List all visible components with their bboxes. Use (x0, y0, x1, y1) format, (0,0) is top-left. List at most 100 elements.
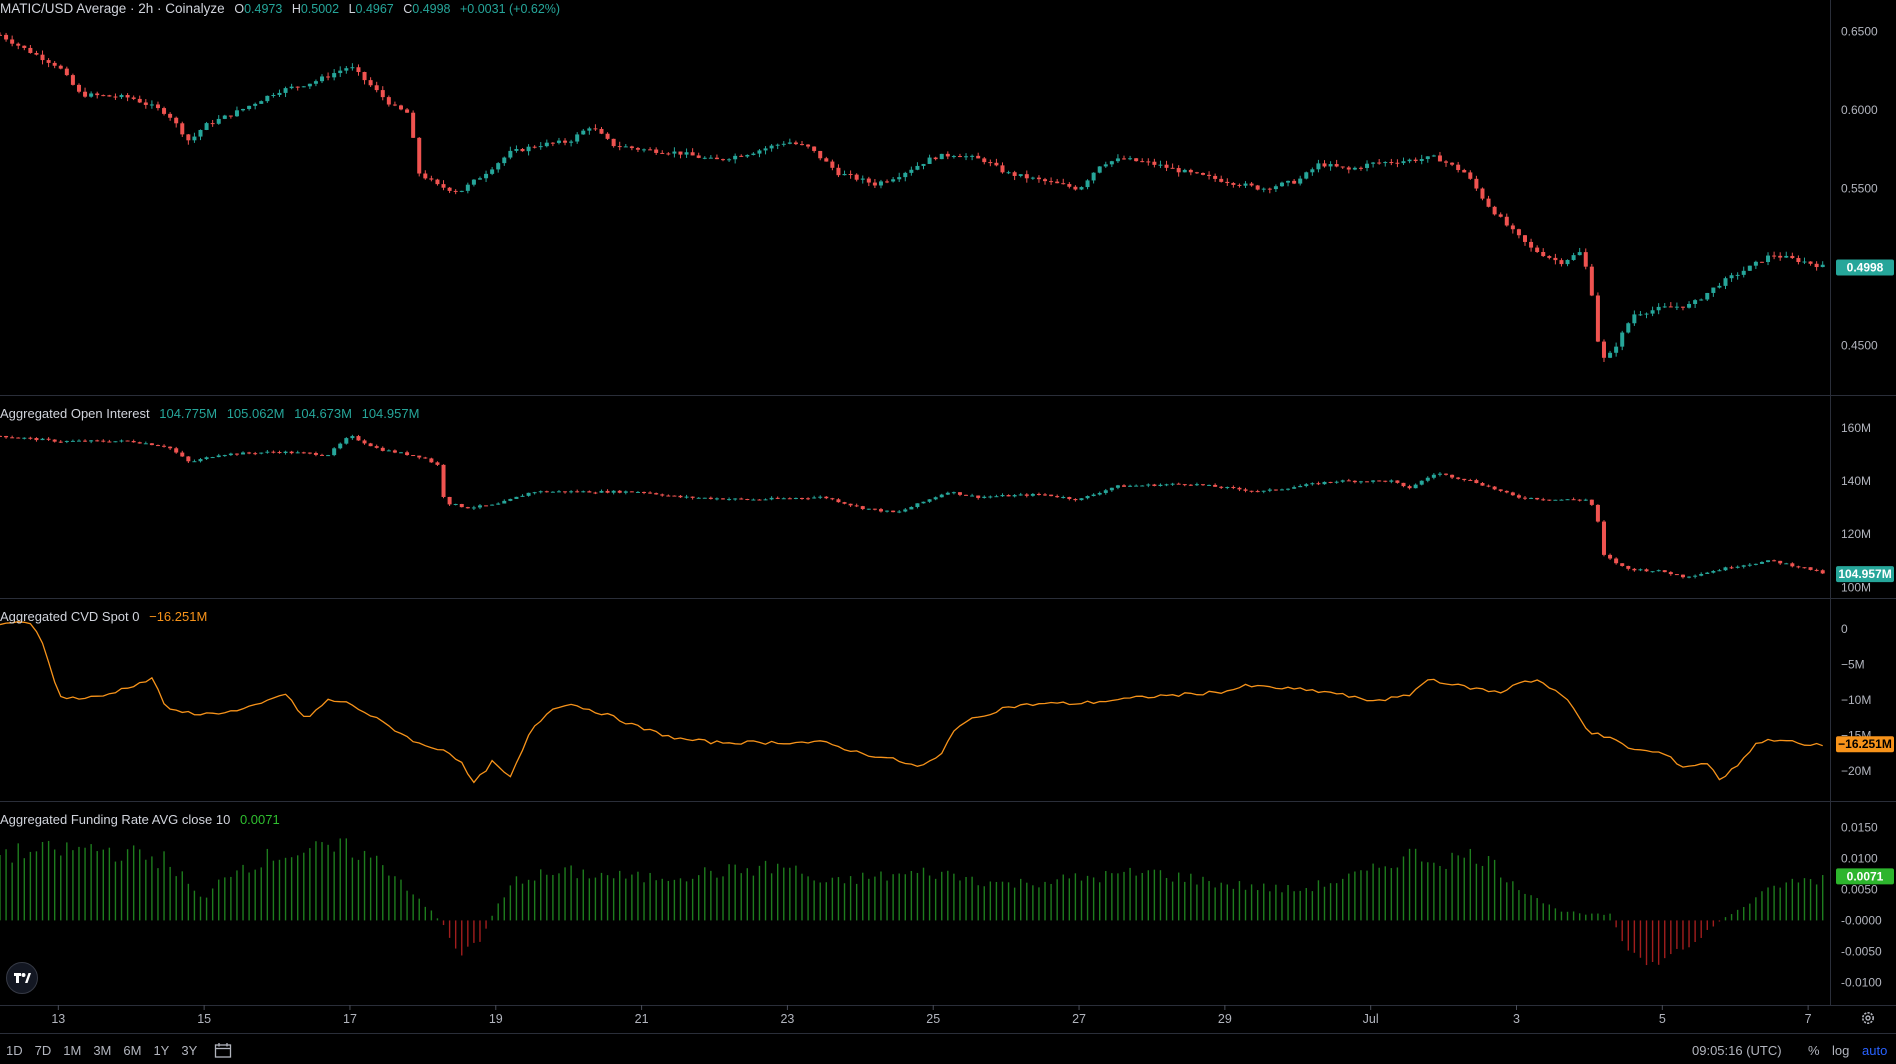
candle-body (1747, 564, 1752, 566)
candle-body (891, 179, 896, 182)
candle-body (714, 157, 719, 160)
range-6m[interactable]: 6M (123, 1043, 142, 1058)
range-3y[interactable]: 3Y (181, 1043, 198, 1058)
candle-body (1128, 158, 1133, 160)
candle-body (1200, 484, 1205, 486)
candle-body (994, 162, 999, 166)
candle-body (1055, 496, 1060, 498)
candle-body (1759, 261, 1764, 263)
candle-body (1067, 184, 1072, 187)
candle-body (16, 43, 21, 46)
range-1m[interactable]: 1M (63, 1043, 82, 1058)
candle-body (411, 455, 416, 457)
candle-body (891, 510, 896, 513)
candle-body (836, 499, 841, 503)
candle-body (64, 68, 69, 76)
price-last-badge-bg (1836, 259, 1894, 276)
candle-body (684, 496, 689, 498)
price-scales[interactable]: 0.6500 0.6000 0.5500 0.4500 160M 140M 120M 100M… (1841, 25, 1882, 990)
candle-body (757, 150, 762, 154)
candle-body (168, 446, 173, 449)
time-axis-tick-10: 3 (1513, 1012, 1520, 1026)
range-3m[interactable]: 3M (93, 1043, 112, 1058)
range-1d[interactable]: 1D (6, 1043, 23, 1058)
candle-body (1024, 174, 1029, 179)
candle-body (872, 508, 877, 510)
candle-body (471, 179, 476, 185)
candle-body (581, 491, 586, 493)
candle-body (392, 104, 397, 106)
range-1y[interactable]: 1Y (153, 1043, 170, 1058)
candle-body (982, 158, 987, 163)
candle-body (259, 101, 264, 104)
candle-body (344, 438, 349, 444)
candle-body (1735, 566, 1740, 568)
candle-body (1079, 498, 1084, 501)
candle-body (484, 173, 489, 179)
percent-scale-toggle[interactable]: % (1808, 1043, 1820, 1058)
funding-rate-bars (0, 838, 1824, 966)
gear-icon[interactable] (1860, 1010, 1876, 1026)
candle-body (1413, 159, 1418, 161)
candle-body (1358, 481, 1363, 483)
candle-body (642, 491, 647, 493)
candle-body (508, 150, 513, 158)
candle-body (1687, 303, 1692, 308)
candle-body (836, 167, 841, 176)
candle-body (1784, 563, 1789, 565)
candle-body (1729, 567, 1734, 569)
candle-body (648, 149, 653, 151)
calendar-icon[interactable] (214, 1042, 232, 1058)
candle-body (137, 98, 142, 103)
candle-body (854, 505, 859, 507)
candle-body (1267, 188, 1272, 190)
candle-body (1170, 483, 1175, 485)
candle-body (447, 187, 452, 191)
utc-clock[interactable]: 09:05:16 (UTC) (1692, 1043, 1782, 1058)
log-scale-toggle[interactable]: log (1832, 1043, 1850, 1058)
candle-body (1456, 164, 1461, 171)
tradingview-logo-icon[interactable] (6, 962, 38, 994)
candle-body (970, 155, 975, 157)
candle-body (933, 497, 938, 500)
candle-body (423, 457, 428, 459)
candle-body (1213, 484, 1218, 487)
candle-body (429, 458, 434, 463)
candle-body (532, 146, 537, 148)
candle-body (1304, 484, 1309, 486)
candle-body (751, 499, 756, 501)
candle-body (1638, 314, 1643, 316)
candle-body (1407, 486, 1412, 489)
candle-body (1043, 494, 1048, 496)
candle-body (10, 437, 15, 439)
candle-body (259, 452, 264, 454)
candle-body (1024, 494, 1029, 496)
time-axis[interactable]: 13 15 17 19 21 23 25 27 29 Jul 3 5 7 (51, 1005, 1812, 1026)
candle-body (885, 510, 890, 512)
candle-body (1620, 332, 1625, 347)
candle-body (575, 134, 580, 142)
candle-body (1140, 161, 1145, 163)
auto-scale-toggle[interactable]: auto (1862, 1043, 1888, 1058)
candle-body (1444, 473, 1449, 475)
candle-body (1680, 306, 1685, 308)
cvd-spot-line (0, 621, 1823, 784)
candle-body (903, 509, 908, 512)
candle-body (40, 54, 45, 61)
candle-body (1656, 570, 1661, 572)
candle-body (1802, 261, 1807, 263)
candle-body (392, 450, 397, 453)
candle-body (666, 495, 671, 497)
candle-body (593, 128, 598, 130)
candle-body (228, 453, 233, 456)
candle-body (1425, 477, 1430, 481)
candle-body (1146, 161, 1151, 163)
candle-body (769, 497, 774, 500)
candle-body (1352, 480, 1357, 483)
candle-body (1553, 499, 1558, 501)
candle-body (599, 128, 604, 134)
range-7d[interactable]: 7D (34, 1043, 52, 1058)
oi-axis-tick-3: 100M (1841, 580, 1871, 594)
candle-body (1486, 198, 1491, 207)
